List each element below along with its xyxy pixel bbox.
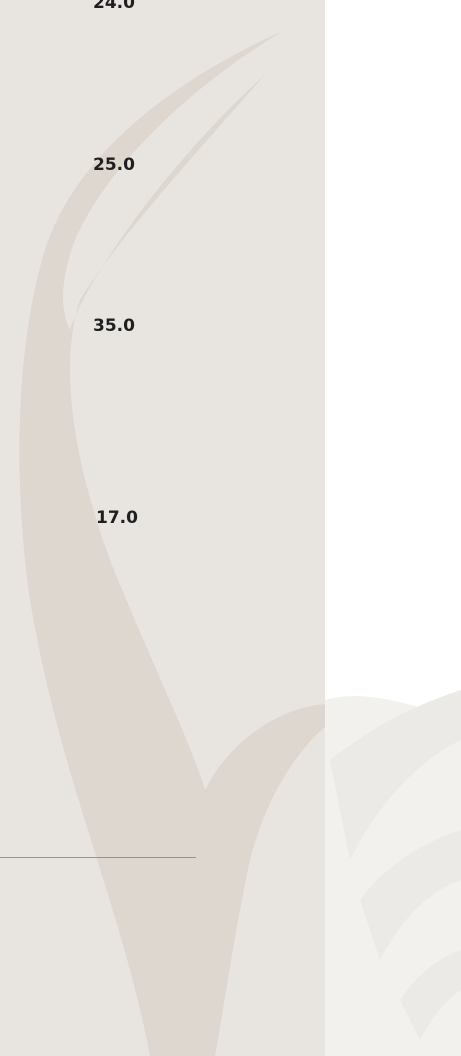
- value-text: 24.0: [93, 0, 135, 13]
- value-text: 35.0: [93, 316, 135, 336]
- value-text: 17.0: [96, 508, 138, 528]
- screen: 24.0 25.0 35.0 17.0: [0, 0, 461, 1056]
- value-text: 25.0: [93, 155, 135, 175]
- page: {"items": ["24.0", "25.0", "35.0", "17.0…: [0, 0, 461, 1056]
